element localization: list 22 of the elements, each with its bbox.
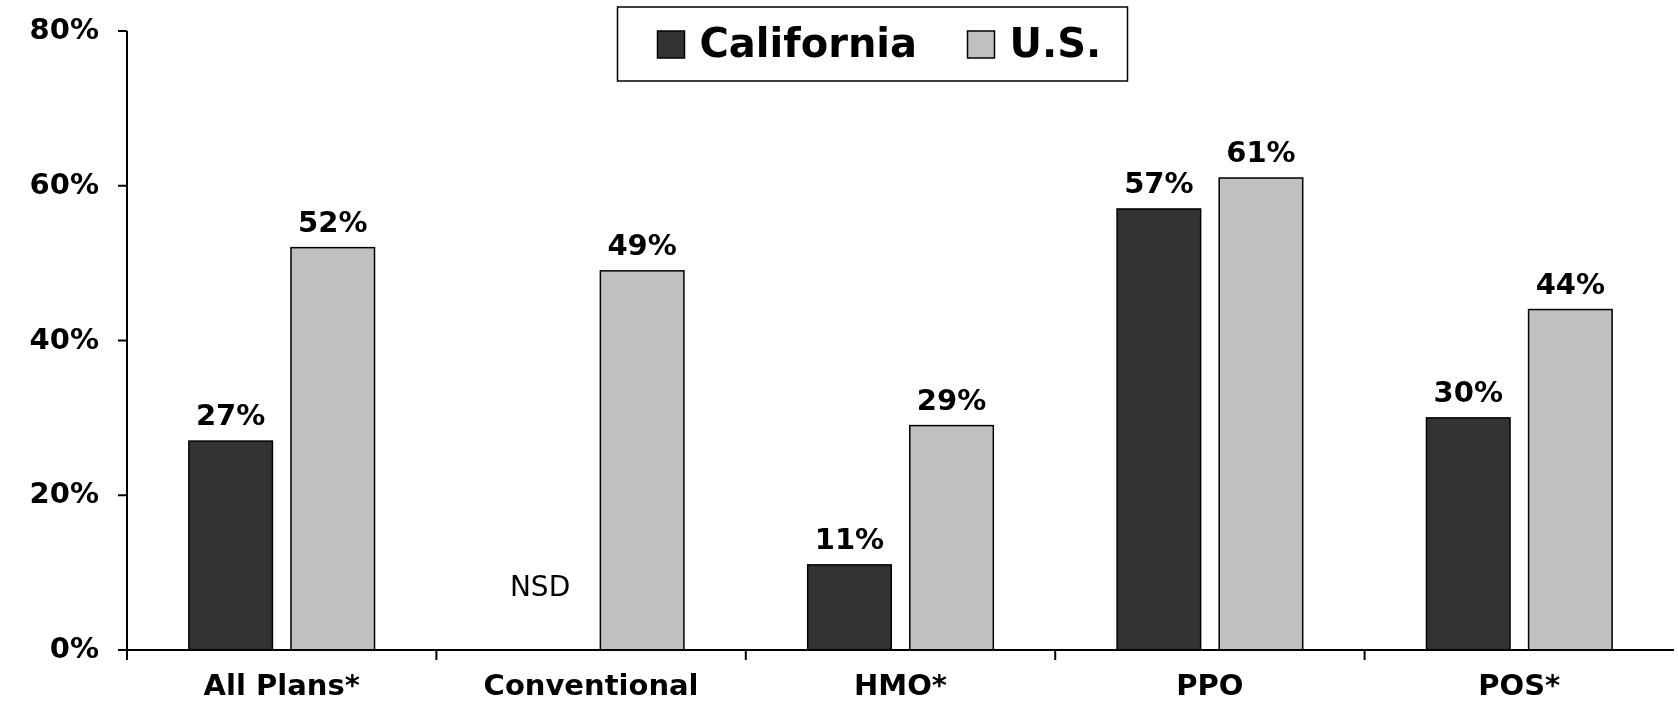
x-tick-label: All Plans* [203, 668, 360, 702]
x-tick-label: HMO* [854, 668, 947, 702]
x-tick-label: POS* [1478, 668, 1561, 702]
text: 27% [195, 398, 266, 433]
text: 49% [607, 227, 677, 262]
text: 52% [298, 204, 368, 239]
legend-label: U.S. [1009, 20, 1102, 66]
y-tick-label: 80% [29, 12, 99, 46]
text: 57% [1124, 165, 1194, 200]
x-tick-label: PPO [1176, 668, 1244, 702]
y-tick-label: 20% [29, 476, 99, 511]
text: 30% [1433, 374, 1503, 409]
x-tick-label: Conventional [483, 668, 699, 702]
y-tick-label: 60% [29, 166, 99, 201]
annotation: NSD [509, 570, 571, 604]
text: 61% [1226, 135, 1296, 170]
legend-label: California [699, 20, 918, 66]
text: 11% [814, 521, 885, 556]
y-tick-label: 40% [29, 321, 99, 356]
y-tick-label: 0% [49, 631, 99, 665]
text: 44% [1535, 266, 1606, 301]
text: 29% [916, 382, 987, 417]
